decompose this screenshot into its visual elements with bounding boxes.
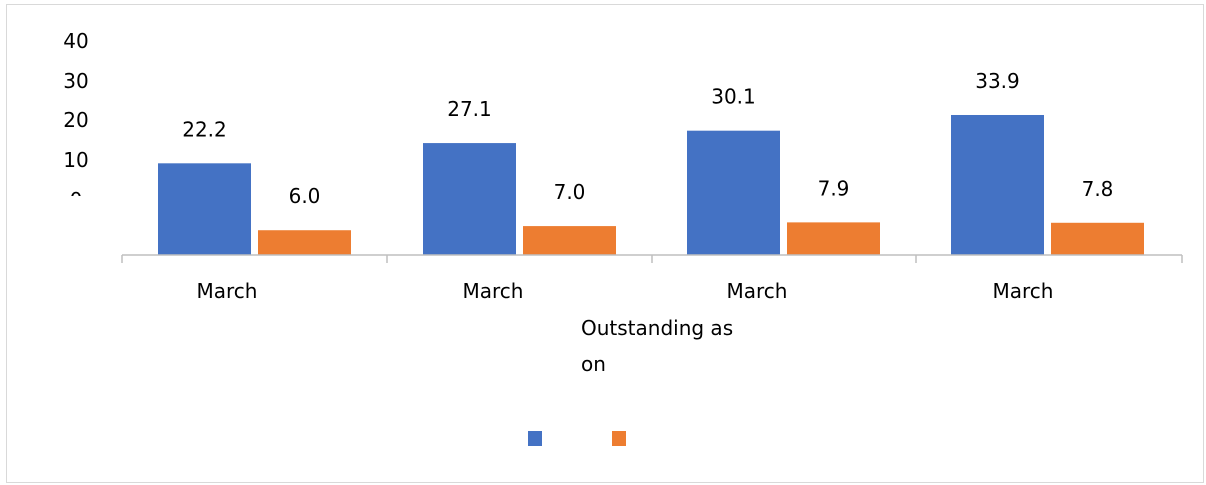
category-label: March	[463, 279, 524, 303]
y-tick-label: 20	[63, 108, 88, 132]
data-label: 7.0	[554, 180, 586, 204]
bars-layer	[158, 114, 1144, 255]
bar-series-2-cat-1	[258, 230, 351, 255]
data-label: 7.9	[818, 176, 850, 200]
data-label: 30.1	[711, 85, 756, 109]
bar-series-1-cat-3	[687, 130, 780, 255]
bar-series-1-cat-4	[951, 114, 1044, 255]
data-label: 6.0	[289, 184, 321, 208]
data-label: 27.1	[447, 97, 492, 121]
bar-series-1-cat-1	[158, 163, 251, 255]
y-tick-label: 40	[63, 29, 88, 53]
legend-swatch-series-2	[612, 431, 626, 446]
y-tick-label: 30	[63, 69, 88, 93]
bar-series-2-cat-3	[787, 222, 880, 255]
data-label: 33.9	[975, 69, 1020, 93]
y-tick-label: 0	[70, 188, 83, 212]
legend-swatch-series-1	[528, 431, 542, 446]
y-tick-label: 10	[63, 148, 88, 172]
x-axis-title-line-1: Outstanding as	[581, 316, 733, 340]
category-label: March	[727, 279, 788, 303]
bar-series-1-cat-2	[423, 143, 516, 255]
data-labels-layer: 22.2 27.1 30.1 33.9 6.0 7.0 7.9 7.8	[182, 69, 1113, 208]
x-axis-ticks	[121, 255, 1183, 263]
bar-series-2-cat-2	[523, 226, 616, 255]
data-label: 22.2	[182, 117, 227, 141]
category-label: March	[197, 279, 258, 303]
bar-series-2-cat-4	[1051, 222, 1144, 255]
x-axis-title-line-2: on	[581, 352, 606, 376]
category-label: March	[993, 279, 1054, 303]
data-label: 7.8	[1082, 177, 1114, 201]
